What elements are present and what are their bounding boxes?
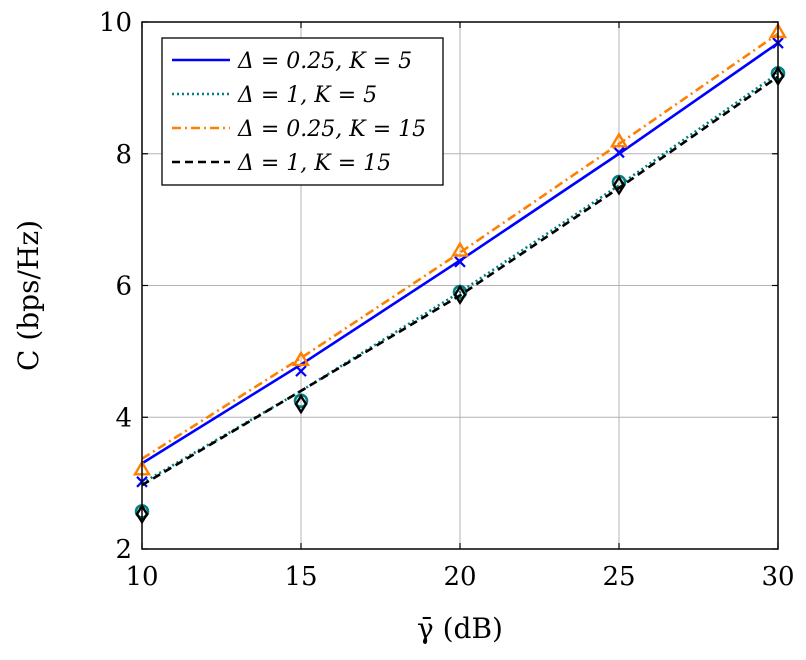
series-line-3: [141, 75, 779, 487]
x-tick-label-0: 10: [125, 562, 158, 592]
x-axis-label: γ̄ (dB): [417, 612, 503, 645]
x-tick-label-4: 30: [761, 562, 794, 592]
legend-label-2: Δ = 0.25, K = 15: [237, 117, 426, 142]
y-axis-label: C (bps/Hz): [12, 220, 45, 371]
series-0-point-2: [454, 256, 466, 268]
x-tick-label-3: 25: [602, 562, 635, 592]
y-tick-label-0: 2: [115, 535, 132, 565]
y-tick-label-4: 10: [99, 8, 132, 38]
series-0-point-1: [295, 365, 307, 377]
y-tick-label-1: 4: [115, 403, 132, 433]
legend-label-0: Δ = 0.25, K = 5: [237, 49, 412, 74]
series-3-point-1: [294, 393, 308, 415]
series-0-point-3: [613, 146, 625, 159]
x-tick-label-2: 20: [443, 562, 476, 592]
legend-label-3: Δ = 1, K = 15: [237, 151, 391, 176]
legend-label-1: Δ = 1, K = 5: [237, 83, 377, 108]
y-tick-label-3: 8: [115, 140, 132, 170]
tick-labels: 10 15 20 25 30 2 4 6 8 10: [99, 8, 795, 592]
series-line-1: [141, 72, 779, 485]
y-tick-label-2: 6: [115, 272, 132, 302]
series-2-point-2: [450, 241, 470, 257]
legend-box: [161, 37, 444, 186]
series-2-point-1: [291, 350, 311, 367]
x-tick-label-1: 15: [284, 562, 317, 592]
series-2-point-3: [609, 131, 629, 148]
series-3-point-3: [612, 175, 626, 196]
series-3-point-2: [453, 284, 467, 305]
legend: Δ = 0.25, K = 5 Δ = 1, K = 5 Δ = 0.25, K =…: [161, 37, 444, 186]
